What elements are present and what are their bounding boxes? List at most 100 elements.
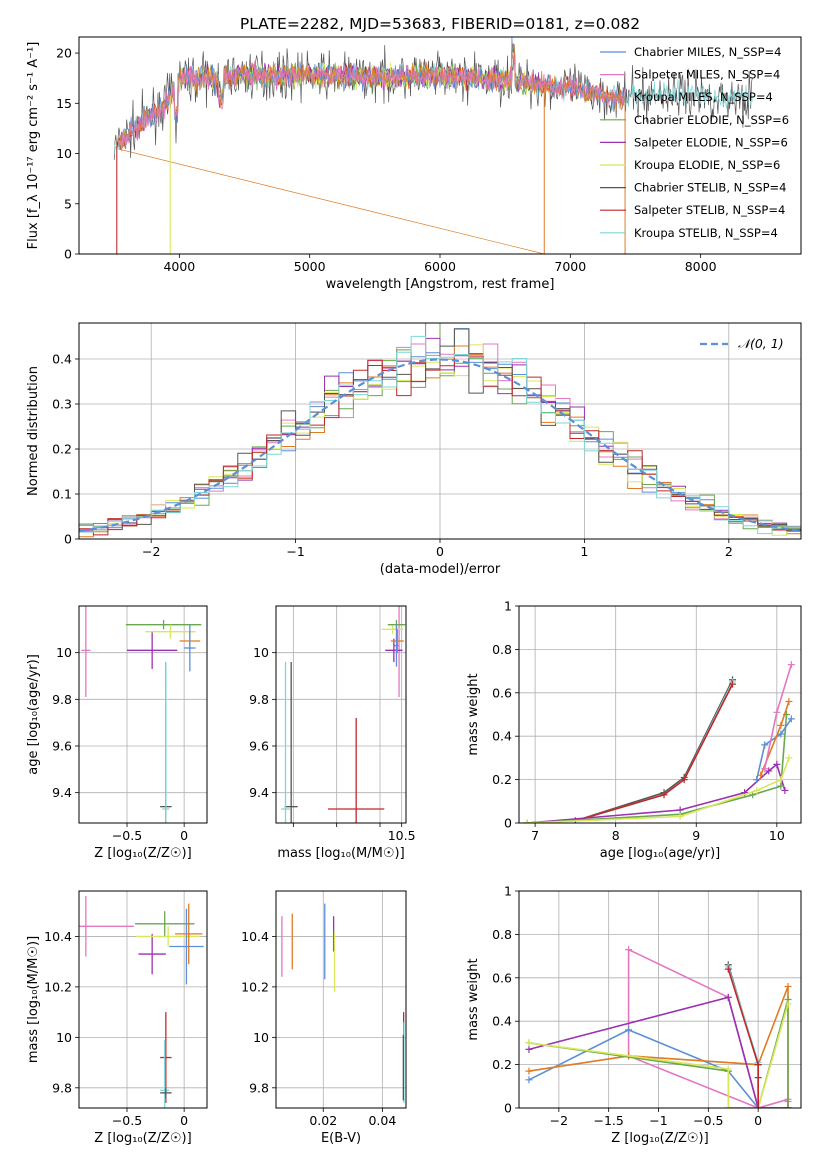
massweight-line-kroupa_elodie [528,1003,789,1108]
massweight-point-salpeter_stelib [754,1061,762,1069]
spectrum-panel: 4000 5000 6000 7000 8000 0 5 10 15 20 wavelength [… [26,36,802,292]
x-tick-label: −0.5 [112,1113,142,1128]
massweight-line-chabrier_miles [755,718,792,780]
axes-frame: −2 −1.5 −1 −0.5 0 0 0.2 0.4 0.6 0.8 1 [492,884,762,1129]
plot-area [81,606,202,823]
x-tick-label: 1 [580,544,588,559]
mass-vs-metallicity-panel: −0.5 0 9.8 10 10.2 10.4 Z [log₁₀(Z/Z☉)] mass [l… [26,890,208,1146]
y-tick-label: 10 [253,1030,269,1045]
x-tick-label: 0 [180,1113,188,1128]
x-tick-label: 4000 [163,259,195,274]
x-tick-label: 2 [725,544,733,559]
y-axis-label: Flux [f_λ 10⁻¹⁷ erg cm⁻² s⁻¹ A⁻¹] [26,42,41,250]
x-tick-label: 7 [531,828,539,843]
legend-label: Salpeter MILES, N_SSP=4 [634,68,780,82]
massweight-point-salpeter_stelib [754,1104,762,1108]
y-tick-label: 9.6 [52,739,72,754]
y-axis-label: Normed distribution [26,366,41,496]
massweight-point-chabrier_miles [777,730,785,738]
x-axis-label: age [log₁₀(age/yr)] [600,846,721,861]
axes-border [275,605,407,824]
massweight-vs-metallicity-panel: −2 −1.5 −1 −0.5 0 0 0.2 0.4 0.6 0.8 1 Z [log₁₀(Z/Z☉… [466,884,802,1146]
spectrum-line-salpeter_miles [119,54,625,152]
x-tick-label: −0.5 [693,1113,723,1128]
massweight-point-chabrier_elodie [784,1104,792,1108]
legend-label: 𝒩(0, 1) [738,336,784,351]
massweight-line-salpeter_elodie [528,996,788,1108]
massweight-point-salpeter_miles [787,661,795,669]
y-tick-label: 10 [56,1030,72,1045]
massweight-point-kroupa_miles [757,771,765,779]
figure-title: PLATE=2282, MJD=53683, FIBERID=0181, z=0… [240,15,640,33]
massweight-point-kroupa_elodie [785,754,793,762]
y-tick-label: 1 [504,884,512,899]
axes-border [78,322,802,540]
x-tick-label: −2 [142,544,160,559]
legend-label: Salpeter STELIB, N_SSP=4 [634,203,785,217]
x-tick-label: 0.02 [309,1113,337,1128]
x-axis-label: Z [log₁₀(Z/Z☉)] [94,846,191,861]
x-tick-label: −1 [649,1113,667,1128]
y-tick-label: 0.3 [52,397,72,412]
y-tick-label: 10.4 [241,929,269,944]
x-axis-label: E(B-V) [321,1131,361,1146]
x-tick-label: −0.5 [112,828,142,843]
massweight-line-kroupa_elodie [527,757,790,823]
massweight-point-kroupa_miles [784,982,792,990]
massweight-point-kroupa_elodie [676,812,684,820]
massweight-vs-age-panel: 7 8 9 10 0 0.2 0.4 0.6 0.8 1 age [log₁₀(age/yr)] ma… [466,599,802,861]
legend-label: Chabrier MILES, N_SSP=4 [634,45,781,59]
massweight-point-kroupa_elodie [724,1065,732,1073]
x-axis-label: Z [log₁₀(Z/Z☉)] [611,1131,708,1146]
y-tick-label: 10.2 [241,979,269,994]
massweight-point-salpeter_stelib [729,680,737,688]
y-tick-label: 10.4 [44,929,72,944]
axes-frame: 0.02 0.04 9.8 10 10.2 10.4 [241,929,396,1128]
plot-area [113,37,753,254]
y-tick-label: 0.2 [52,442,72,457]
x-tick-label: 0 [436,544,444,559]
massweight-point-salpeter_elodie [781,786,789,794]
massweight-point-kroupa_miles [777,721,785,729]
y-tick-label: 10 [253,645,269,660]
massweight-point-kroupa_elodie [525,1039,533,1047]
y-tick-label: 9.6 [249,739,269,754]
mass-vs-ebv-panel: 0.02 0.04 9.8 10 10.2 10.4 E(B-V) [241,890,407,1146]
y-tick-label: 0.2 [492,772,512,787]
x-tick-label: 0 [180,828,188,843]
axes-frame: −0.5 0 9.8 10 10.2 10.4 [44,929,188,1128]
y-tick-label: 0.8 [492,642,512,657]
massweight-point-kroupa_elodie [784,1000,792,1008]
x-tick-label: −2 [550,1113,568,1128]
massweight-line-kroupa_stelib [575,681,734,822]
y-tick-label: 9.4 [52,785,72,800]
massweight-point-chabrier_miles [787,715,795,723]
x-tick-label: 6000 [424,259,456,274]
massweight-point-salpeter_elodie [525,1045,533,1053]
residual-histogram-panel: −2 −1 0 1 2 0 0.1 0.2 0.3 0.4 (data-model)/error No… [26,322,802,577]
massweight-point-salpeter_miles [761,765,769,773]
y-axis-label: mass weight [466,958,481,1040]
x-tick-label: 8 [612,828,620,843]
y-tick-label: 9.8 [249,1080,269,1095]
axes-border [78,36,802,255]
y-tick-label: 0.1 [52,487,72,502]
massweight-line-chabrier_elodie [528,999,789,1108]
y-tick-label: 0.6 [492,970,512,985]
y-tick-label: 15 [56,96,72,111]
axes-frame: −0.5 0 9.4 9.6 9.8 10 [52,645,188,843]
x-tick-label: −1 [286,544,304,559]
x-tick-label: 0.04 [368,1113,396,1128]
y-tick-label: 0 [64,247,72,262]
massweight-point-chabrier_miles [625,1026,633,1034]
axes-border [518,890,802,1109]
massweight-point-chabrier_miles [753,776,761,784]
massweight-point-chabrier_miles [761,741,769,749]
x-tick-label: 5000 [294,259,326,274]
x-tick-label: −1.5 [594,1113,624,1128]
massweight-point-salpeter_elodie [724,993,732,1001]
x-axis-label: mass [log₁₀(M/M☉)] [277,846,404,861]
y-tick-label: 0.4 [52,352,72,367]
age-vs-metallicity-panel: −0.5 0 9.4 9.6 9.8 10 Z [log₁₀(Z/Z☉)] age [log₁… [26,605,208,861]
